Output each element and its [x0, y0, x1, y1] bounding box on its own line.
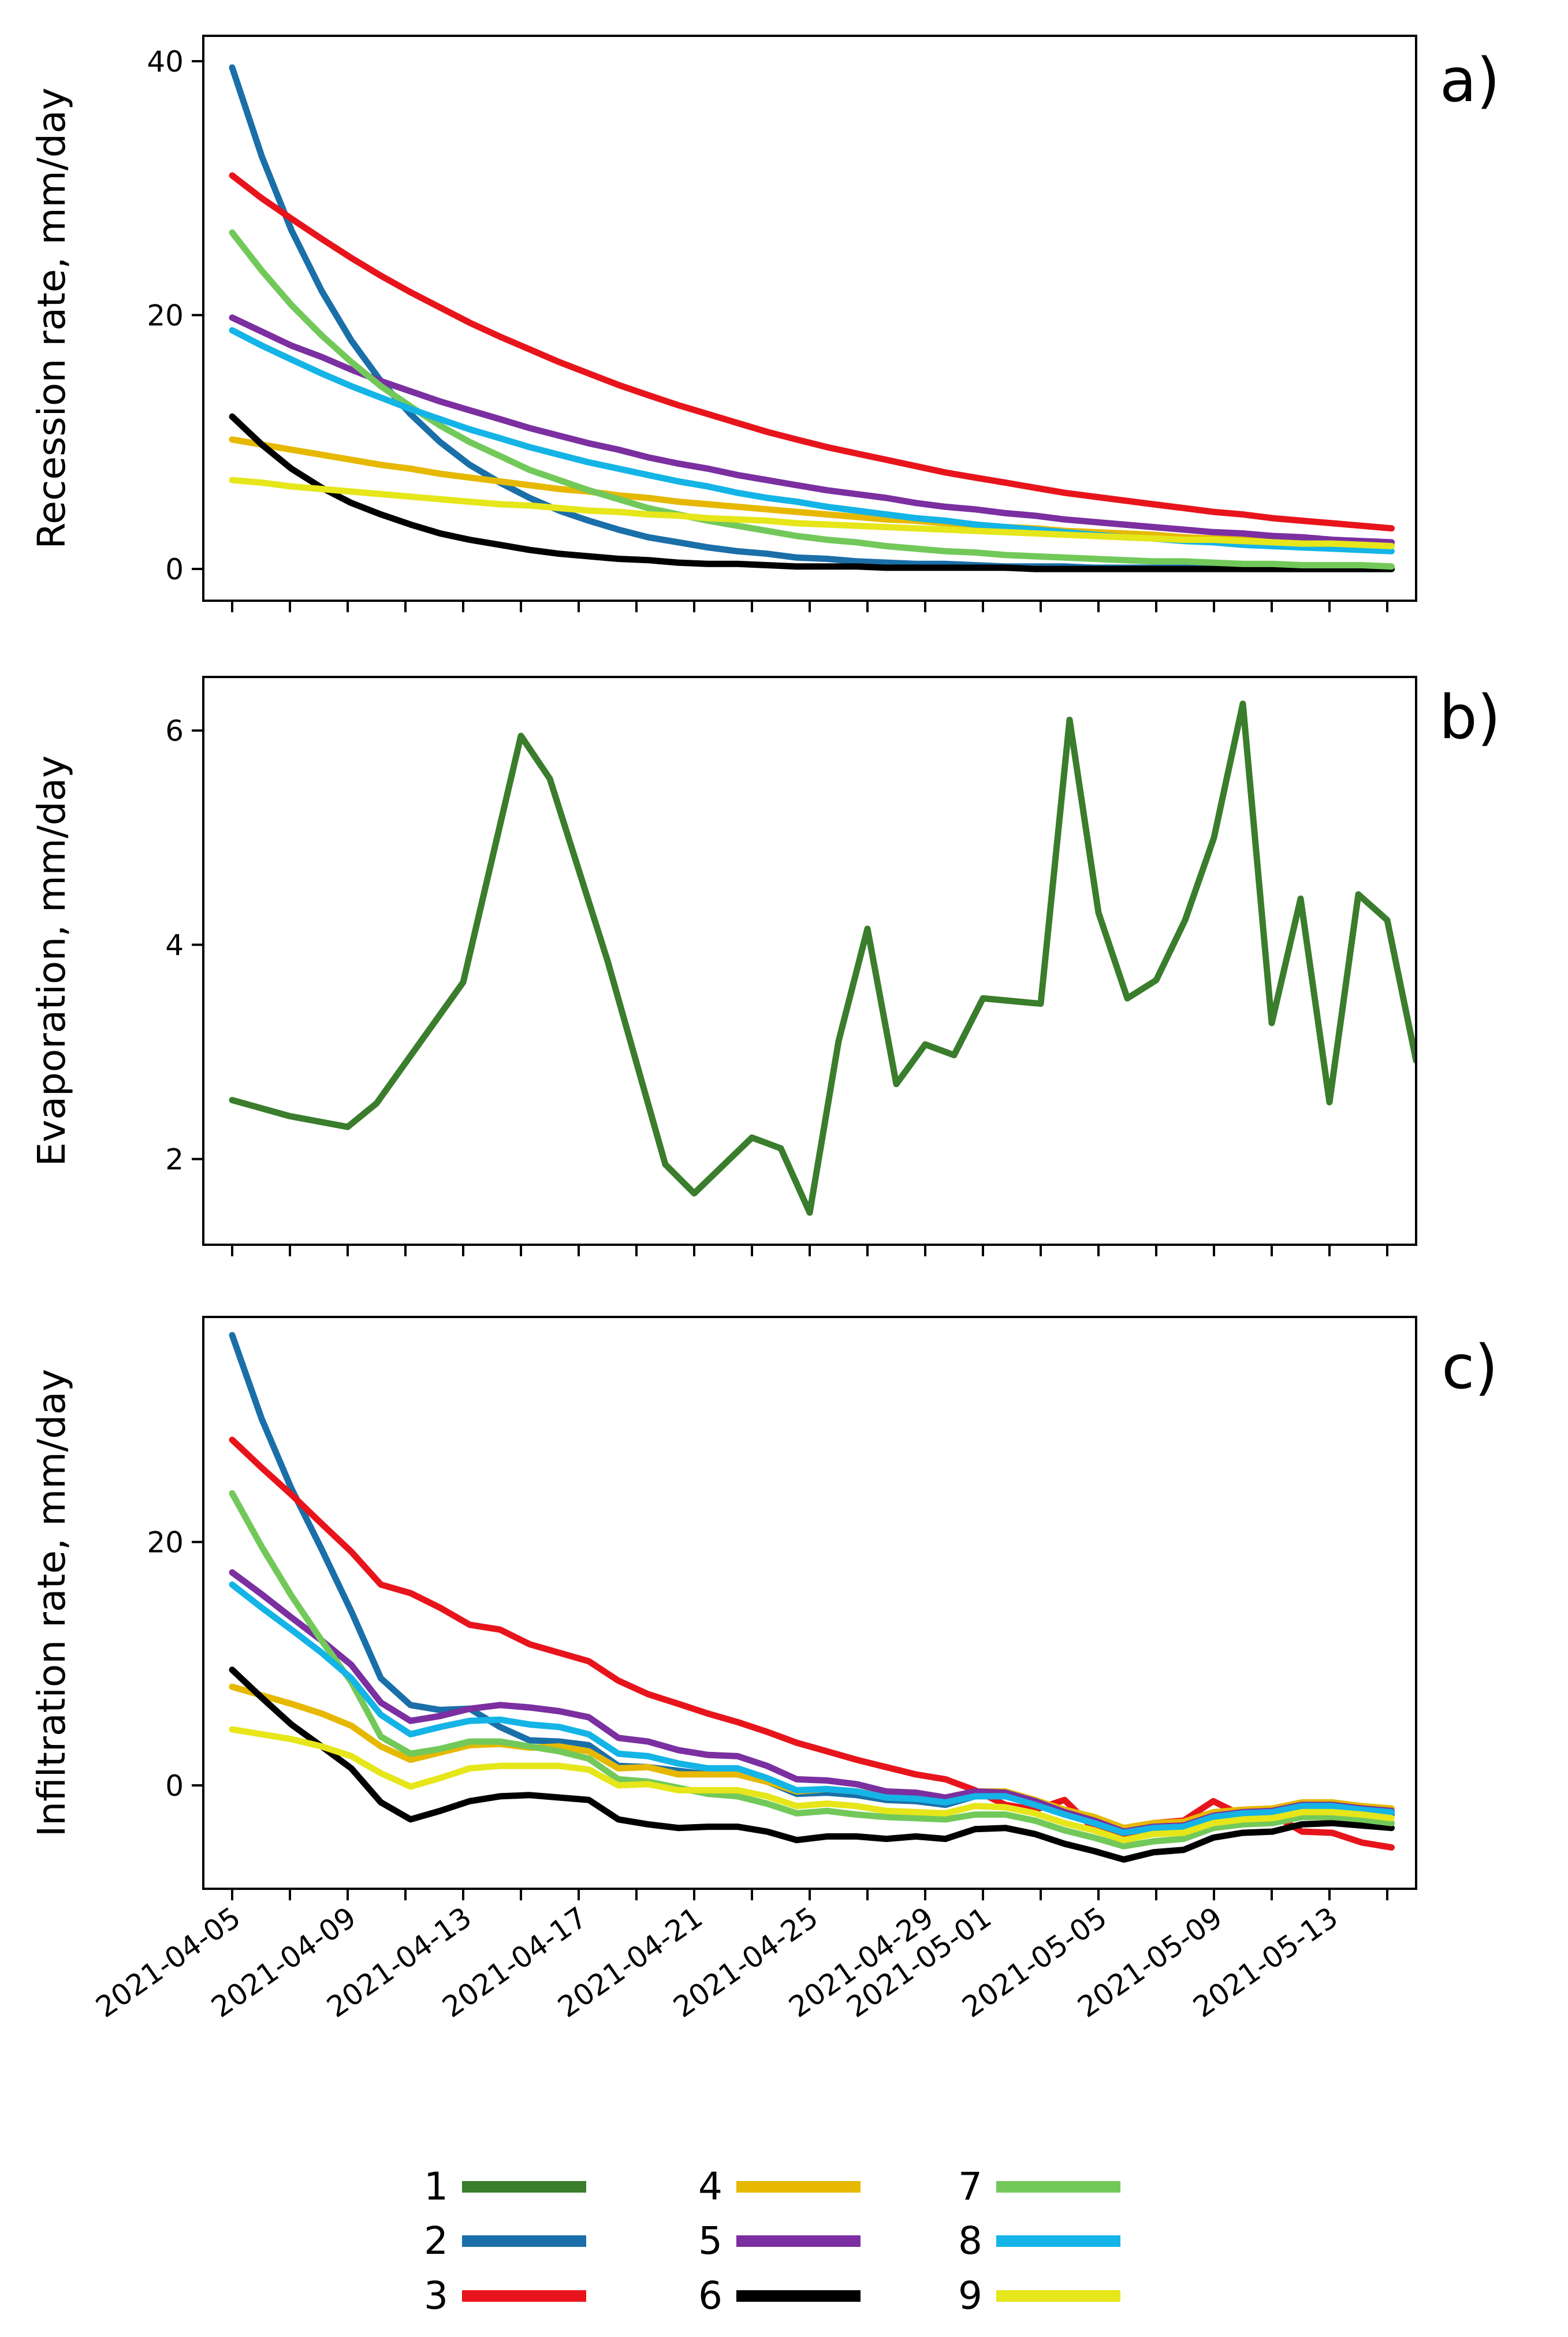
- panel-3: 0 20 Infiltration rate, mm/day c): [29, 1316, 1498, 1900]
- y-axis-label: Recession rate, mm/day: [29, 88, 74, 549]
- series-line-1: [229, 700, 1416, 1216]
- legend-label: 5: [698, 2219, 722, 2263]
- series-line-8: [229, 1581, 1395, 1836]
- legend-label: 6: [698, 2273, 722, 2318]
- series-line-9: [229, 477, 1395, 549]
- y-tick-label: 2: [165, 1143, 184, 1177]
- y-axis-label: Evaporation, mm/day: [29, 756, 74, 1167]
- y-tick-label: 4: [165, 929, 184, 962]
- series-group: [229, 64, 1395, 572]
- legend-item-4: 4: [698, 2164, 861, 2209]
- legend-label: 4: [698, 2164, 722, 2209]
- series-line-6: [229, 1666, 1395, 1863]
- y-tick-label: 20: [147, 299, 184, 333]
- legend-label: 3: [424, 2273, 448, 2318]
- y-tick-label: 40: [147, 45, 184, 79]
- y-tick-label: 0: [165, 553, 184, 586]
- series-line-4: [229, 436, 1395, 548]
- panel-label: a): [1440, 45, 1500, 116]
- series-line-7: [229, 229, 1395, 570]
- panels: 0 20 40 Recession rate, mm/day a) 2 4 6 Evaporat…: [29, 35, 1501, 1900]
- legend-label: 1: [424, 2164, 448, 2209]
- panel-1: 0 20 40 Recession rate, mm/day a): [29, 35, 1500, 612]
- shared-x-axis: 2021-04-052021-04-092021-04-132021-04-17…: [90, 1900, 1344, 2024]
- series-line-3: [229, 172, 1395, 532]
- legend-item-7: 7: [958, 2164, 1120, 2209]
- series-group: [229, 1332, 1395, 1863]
- legend-item-9: 9: [958, 2273, 1120, 2318]
- legend-item-5: 5: [698, 2219, 861, 2263]
- legend-label: 2: [424, 2219, 448, 2263]
- legend-item-1: 1: [424, 2164, 586, 2209]
- legend-item-8: 8: [958, 2219, 1120, 2263]
- legend-label: 9: [958, 2273, 982, 2318]
- panel-label: b): [1439, 682, 1501, 753]
- y-axis-label: Infiltration rate, mm/day: [29, 1369, 74, 1837]
- series-line-9: [229, 1726, 1395, 1844]
- panel-2: 2 4 6 Evaporation, mm/day b): [29, 676, 1501, 1256]
- series-line-7: [229, 1490, 1395, 1849]
- series-group: [229, 700, 1416, 1216]
- y-tick-label: 20: [147, 1526, 184, 1560]
- legend-item-6: 6: [698, 2273, 861, 2318]
- legend-label: 8: [958, 2219, 982, 2263]
- legend-label: 7: [958, 2164, 982, 2209]
- axes-frame: [202, 676, 1417, 1246]
- series-line-3: [229, 1437, 1395, 1851]
- legend: 1 2 3 4 5 6 7 8 9: [424, 2164, 1120, 2318]
- y-tick-label: 6: [165, 715, 184, 748]
- legend-item-3: 3: [424, 2273, 586, 2318]
- series-line-5: [229, 314, 1395, 546]
- y-tick-label: 0: [165, 1769, 184, 1803]
- panel-label: c): [1442, 1332, 1498, 1402]
- series-line-6: [229, 413, 1395, 572]
- legend-item-2: 2: [424, 2219, 586, 2263]
